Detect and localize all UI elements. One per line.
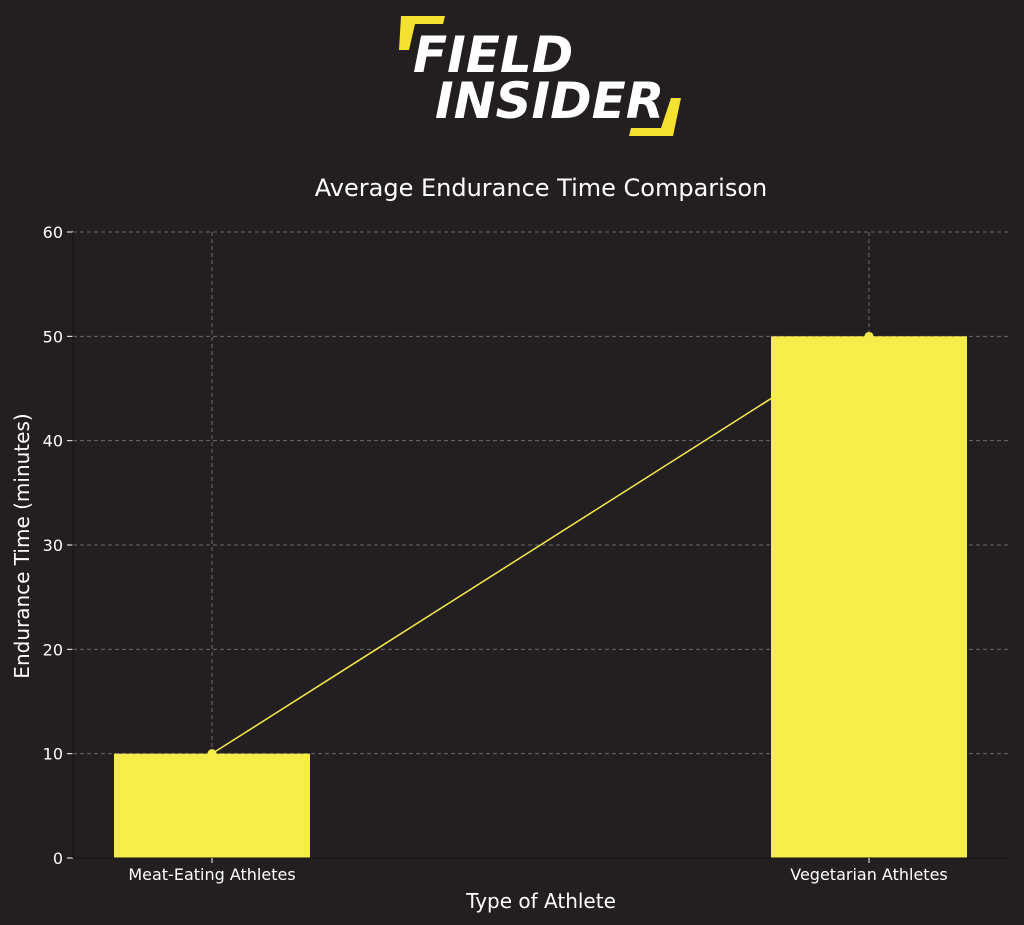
y-tick-label: 10	[43, 745, 63, 764]
x-tick-label: Meat-Eating Athletes	[128, 865, 295, 884]
logo-bracket-bottom-right	[629, 98, 681, 136]
y-tick-label: 40	[43, 432, 63, 451]
logo-text-insider: INSIDER	[435, 72, 664, 130]
bar-layer	[114, 336, 967, 858]
x-tick-label: Vegetarian Athletes	[790, 865, 948, 884]
y-tick-label: 0	[53, 849, 63, 868]
field-insider-logo: FIELD INSIDER	[399, 16, 681, 136]
series-line	[211, 335, 870, 755]
y-axis-title: Endurance Time (minutes)	[10, 413, 34, 678]
y-tick-label: 30	[43, 536, 63, 555]
axis-layer: 0 10 20 30 40 50 60 Meat-Eating Athletes Vegetar…	[43, 223, 1010, 884]
series-point	[864, 331, 874, 341]
series-point	[207, 749, 217, 759]
logo-bracket-top-left	[399, 16, 445, 50]
bar-vegetarian-athletes	[771, 336, 967, 858]
x-axis-title: Type of Athlete	[465, 889, 616, 913]
y-tick-label: 60	[43, 223, 63, 242]
y-tick-label: 20	[43, 640, 63, 659]
chart-title: Average Endurance Time Comparison	[315, 174, 767, 202]
logo-text-field: FIELD	[413, 26, 573, 84]
line-layer	[207, 331, 874, 759]
y-tick-label: 50	[43, 327, 63, 346]
bar-meat-eating-athletes	[114, 753, 310, 858]
